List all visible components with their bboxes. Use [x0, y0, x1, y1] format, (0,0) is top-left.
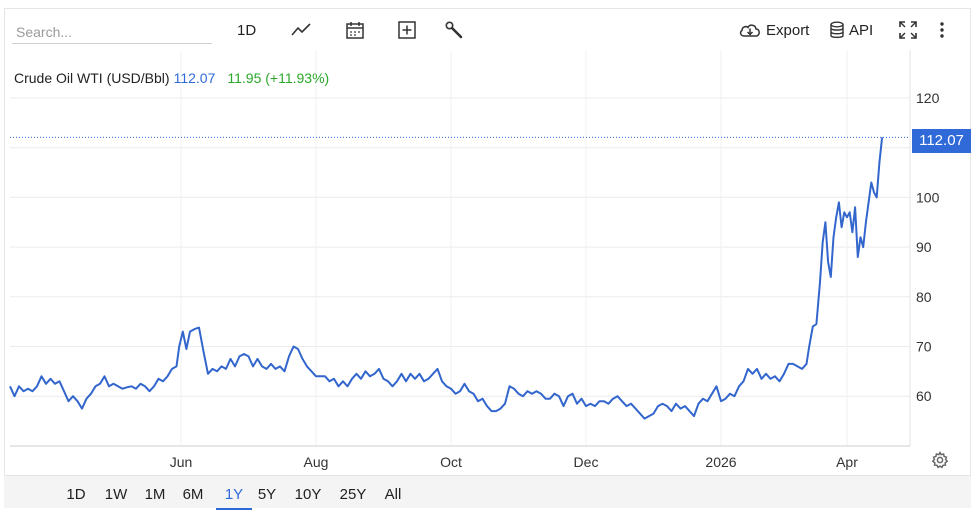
y-tick-label: 80 — [916, 289, 932, 305]
calendar-icon — [346, 22, 364, 39]
cloud-download-icon — [739, 24, 760, 37]
range-selector: 1D 1W 1M 6M 1Y 5Y 10Y 25Y All — [4, 475, 971, 510]
export-label: Export — [766, 21, 810, 39]
y-tick-label: 120 — [916, 90, 940, 106]
interval-label: 1D — [237, 21, 257, 39]
range-button-6m[interactable]: 6M — [182, 486, 204, 503]
instrument-name: Crude Oil WTI (USD/Bbl) — [14, 70, 170, 86]
export-button[interactable]: Export — [738, 18, 809, 42]
price-series-line — [9, 137, 884, 420]
api-label: API — [849, 21, 874, 39]
chart-series — [9, 136, 910, 420]
x-tick-label: Apr — [836, 454, 858, 470]
interval-button[interactable]: 1D — [237, 18, 256, 42]
fullscreen-button[interactable] — [898, 18, 918, 42]
search-input[interactable] — [12, 20, 212, 44]
y-tick-label: 90 — [916, 239, 932, 255]
last-price-tag: 112.07 — [912, 129, 971, 153]
chart-settings-button[interactable] — [931, 450, 949, 474]
more-vertical-icon — [940, 22, 944, 38]
add-indicator-button[interactable] — [397, 18, 417, 42]
chart-type-button[interactable] — [290, 18, 312, 42]
x-tick-label: 2026 — [705, 454, 736, 470]
range-button-all[interactable]: All — [384, 486, 402, 503]
chart-axes: 60 70 80 90 100 120 Jun Aug Oct Dec 2026 Apr — [10, 50, 940, 470]
x-tick-label: Aug — [304, 454, 329, 470]
date-range-button[interactable] — [345, 18, 365, 42]
range-button-5y[interactable]: 5Y — [257, 486, 277, 503]
more-menu-button[interactable] — [938, 18, 946, 42]
range-button-25y[interactable]: 25Y — [339, 486, 367, 503]
price-change: 11.95 (+11.93%) — [227, 70, 330, 86]
range-button-10y[interactable]: 10Y — [294, 486, 322, 503]
wrench-icon — [445, 21, 463, 39]
last-price: 112.07 — [173, 70, 216, 86]
y-tick-label: 100 — [916, 189, 940, 205]
api-button[interactable]: API — [829, 18, 873, 42]
line-chart-icon — [291, 23, 311, 36]
tools-button[interactable] — [444, 18, 464, 42]
last-price-tag-value: 112.07 — [919, 132, 964, 149]
database-icon — [830, 21, 844, 39]
range-button-1y[interactable]: 1Y — [216, 486, 252, 510]
chart-toolbar: 1D Exp — [4, 8, 971, 48]
y-tick-label: 70 — [916, 339, 932, 355]
range-button-1d[interactable]: 1D — [66, 486, 86, 503]
expand-icon — [899, 21, 917, 39]
gear-icon — [931, 450, 949, 469]
range-button-1m[interactable]: 1M — [144, 486, 166, 503]
x-tick-label: Dec — [574, 454, 599, 470]
y-tick-label: 60 — [916, 388, 932, 404]
plus-square-icon — [398, 21, 416, 39]
chart-grid — [10, 50, 910, 446]
instrument-header: Crude Oil WTI (USD/Bbl) 112.07 11.95 (+11.… — [14, 70, 329, 86]
x-tick-label: Oct — [440, 454, 462, 470]
x-tick-label: Jun — [170, 454, 193, 470]
range-button-1w[interactable]: 1W — [104, 486, 128, 503]
